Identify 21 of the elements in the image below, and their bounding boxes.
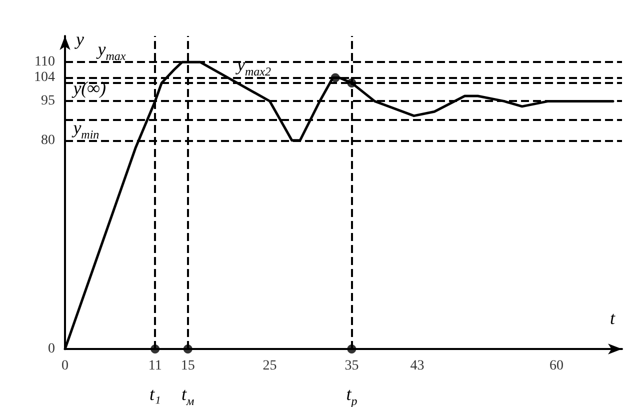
y-tick-label: 80 — [41, 132, 55, 148]
x-tick-label: 15 — [180, 358, 195, 374]
x-tick-label: 25 — [262, 358, 277, 374]
point — [347, 78, 356, 88]
y-tick-label: 0 — [48, 342, 55, 356]
x-tick-label: 0 — [62, 358, 68, 374]
point — [347, 344, 356, 354]
point — [150, 344, 160, 354]
annotation: y(∞) — [71, 78, 106, 98]
x-tick-label: 60 — [549, 358, 564, 374]
x-tick-label: 35 — [344, 358, 359, 374]
annotation: t₁ — [149, 384, 161, 404]
point — [330, 73, 340, 82]
x-tick-label: 11 — [148, 358, 162, 374]
y-axis-title: y — [74, 29, 84, 49]
y-tick-label: 104 — [34, 70, 55, 86]
y-tick-label: 95 — [41, 94, 55, 109]
point — [183, 344, 192, 354]
y-tick-label: 110 — [34, 54, 55, 70]
x-tick-label: 43 — [410, 358, 424, 374]
x-axis-title: t — [610, 308, 616, 328]
